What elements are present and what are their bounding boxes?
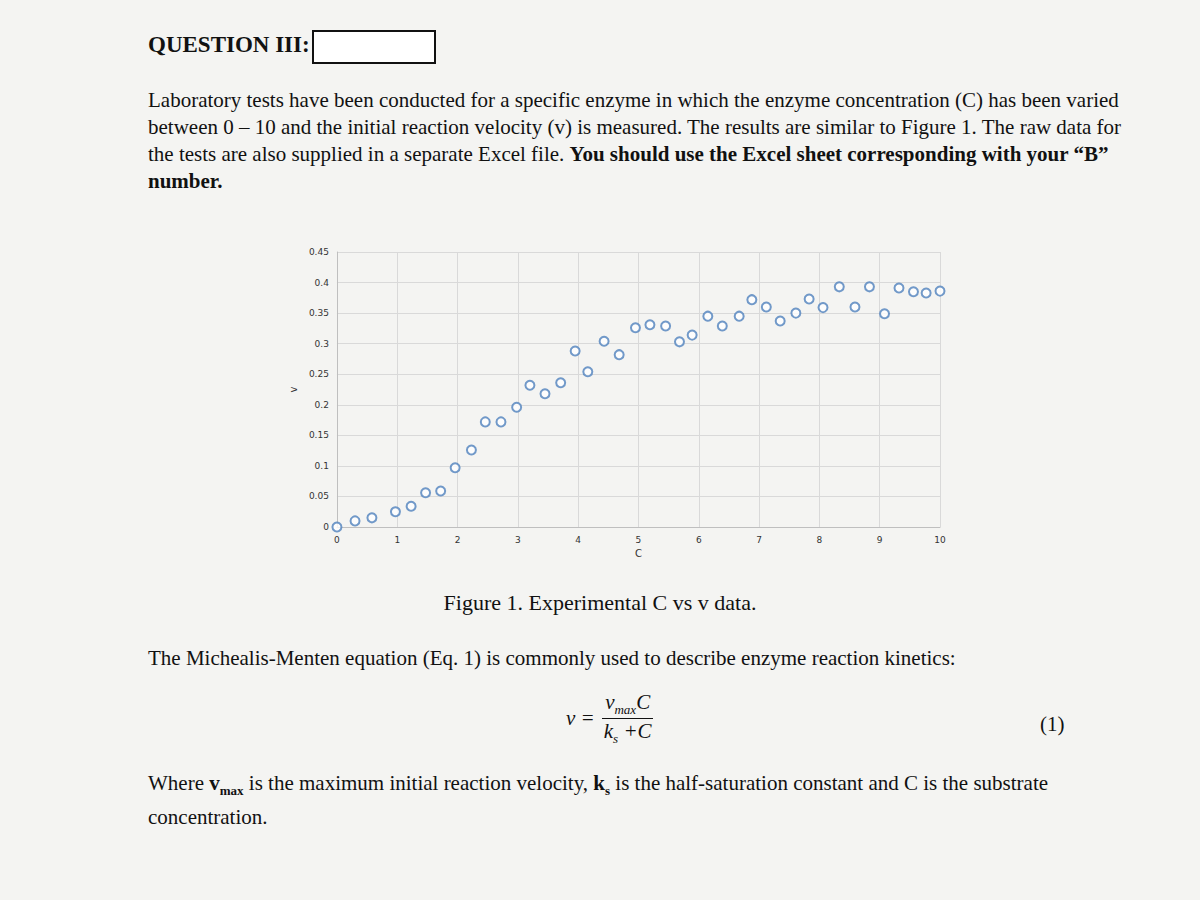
svg-text:0.45: 0.45 [309,247,329,257]
html-text:v =: v = [566,706,595,731]
svg-text:4: 4 [575,535,581,545]
svg-text:9: 9 [877,535,883,545]
svg-text:0.35: 0.35 [309,308,329,318]
html-text:The Michealis-Menten equation: The Michealis-Menten equation (Eq. 1) is… [148,646,956,670]
svg-text:2: 2 [455,535,461,545]
svg-text:8: 8 [817,535,823,545]
html-text:Laboratory tests have been con: Laboratory tests have been conducted for… [148,88,1122,193]
svg-text:0: 0 [323,522,329,532]
svg-text:6: 6 [696,535,702,545]
svg-text:0.05: 0.05 [309,491,329,501]
html-text:(1): (1) [1040,712,1065,736]
svg-text:v: v [288,386,299,392]
svg-text:0.3: 0.3 [315,339,329,349]
svg-text:1: 1 [394,535,400,545]
svg-text:3: 3 [515,535,521,545]
svg-text:0.25: 0.25 [309,369,329,379]
html-text:Figure 1. Experimental C vs v: Figure 1. Experimental C vs v data. [443,590,757,615]
html-text:ks+C: ks+C [603,719,652,747]
svg-text:0: 0 [334,535,340,545]
html-text:vmaxC: vmaxC [605,690,651,718]
svg-text:0.15: 0.15 [309,430,329,440]
html-text:QUESTION III:: QUESTION III: [148,32,310,58]
svg-text:5: 5 [636,535,642,545]
html-text:Where vmaxis the maximum initi: Where vmaxis the maximum initial reactio… [148,771,1048,830]
svg-text:0.2: 0.2 [315,400,329,410]
svg-text:10: 10 [934,535,946,545]
svg-text:C: C [635,548,642,559]
svg-text:0.4: 0.4 [315,278,330,288]
svg-text:0.1: 0.1 [315,461,329,471]
svg-text:7: 7 [756,535,762,545]
